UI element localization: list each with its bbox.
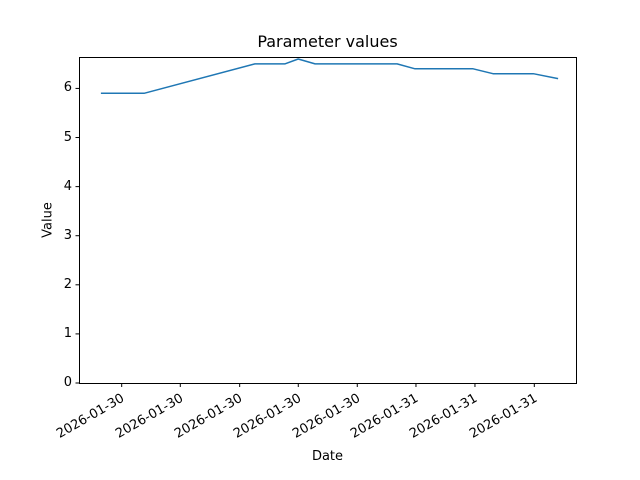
y-tick-label: 2 (63, 276, 72, 292)
x-axis-label: Date (311, 449, 344, 464)
y-tick-label: 4 (63, 178, 72, 194)
y-tick-label: 3 (63, 227, 72, 243)
data-line (100, 58, 559, 95)
y-tick-label: 1 (63, 325, 72, 341)
y-tick-label: 5 (63, 129, 72, 145)
y-tick-label: 6 (63, 80, 72, 96)
y-tick-label: 0 (63, 375, 72, 390)
chart-title: Parameter values (257, 32, 398, 51)
axes-spines (79, 57, 577, 384)
